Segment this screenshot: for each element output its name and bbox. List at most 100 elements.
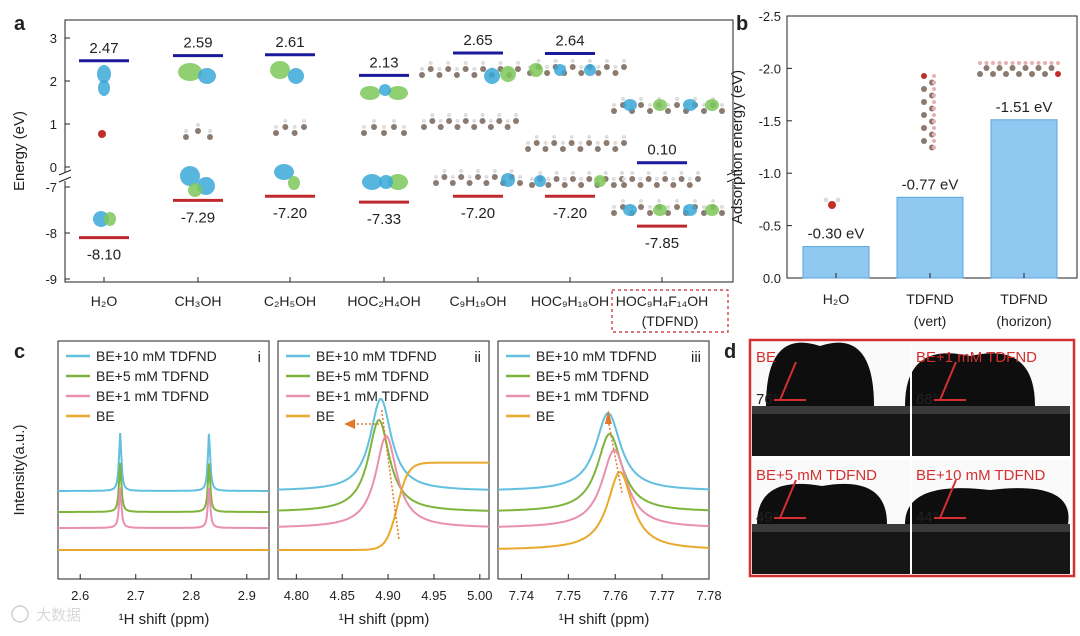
orbital-lobe [623,204,637,216]
atom [420,67,424,71]
atom [195,128,201,134]
atom [534,135,539,139]
atom [702,205,706,209]
watermark-icon [11,605,29,623]
category-sublabel: (vert) [914,313,947,329]
atom [513,118,519,124]
nmr-trace [278,435,489,528]
atom [459,169,464,173]
substrate-edge [912,406,1070,414]
atom [551,140,558,146]
atom [638,204,644,210]
atom [932,100,936,104]
atom [1036,61,1041,65]
atom [653,182,660,188]
atom [569,176,576,182]
axis-break-mark [726,176,740,183]
lumo-value: 2.13 [369,54,398,71]
atom [1022,65,1029,71]
atom [529,182,535,188]
panel-label-d: d [724,341,736,363]
orbital-lobe [653,99,667,111]
atom [997,61,1002,65]
orbital-lobe [98,80,110,96]
bar [896,196,964,279]
atom [620,171,624,175]
atom [504,124,511,130]
xtick-label: 7.77 [649,588,674,603]
atom [621,97,625,101]
atom [401,130,407,136]
arrow-head [344,419,356,429]
atom [695,176,701,182]
energy-level-chart: Energy (eV) 3 2 1 0 -7 -8 -9 2.47 -8.10 H₂O 2.59 -7… [11,19,740,333]
atom [696,171,700,175]
atom [921,125,927,131]
atom [996,65,1003,71]
atom [184,129,188,133]
atom [560,141,565,145]
xtick-label: 2.7 [127,588,145,603]
atom [544,70,551,76]
atom [686,182,693,188]
atom [196,123,200,127]
arrow-head [604,410,612,424]
atom [538,171,543,175]
substrate-edge [752,406,910,414]
atom [569,135,574,139]
atom [835,197,841,203]
atom [402,125,406,129]
legend-label: BE+10 mM TDFND [316,348,437,364]
atom [932,93,936,98]
axis-break-gap [60,172,70,181]
legend-label: BE+1 mM TDFND [536,388,649,404]
orbital-lobe [388,86,408,100]
ytick-label: -2.5 [759,9,781,24]
atom [586,176,593,182]
atom [675,199,679,203]
atom [472,67,477,71]
atom [492,169,497,173]
nmr-trace [498,471,709,550]
atom [604,135,609,139]
legend-label: BE+5 mM TDFND [316,368,429,384]
atom [674,204,680,210]
nmr-trace [498,432,710,512]
atom [719,108,725,114]
nmr-trace [278,398,489,491]
atom [497,113,502,117]
nmr-frame-i [57,340,270,580]
ytick-label: -8 [45,226,57,241]
orbital-lobe [554,64,566,76]
atom [613,141,618,145]
legend-label: BE+5 mM TDFND [536,368,649,384]
atom [533,140,540,146]
orbital-lobe [705,204,719,216]
orbital-lobe [500,66,516,82]
atom [675,97,679,101]
atom [823,197,829,203]
ytick-label: 0 [50,160,57,175]
homo-value: -8.10 [87,247,121,264]
atom [610,182,617,188]
substrate [912,524,1070,574]
angle-line [779,361,797,401]
atom [921,73,927,79]
atom [419,72,425,78]
atom [438,119,443,123]
atom [471,72,478,78]
atom [434,175,438,179]
atom [1043,61,1047,65]
atom [1010,61,1015,65]
orbital-lobe [270,61,290,79]
atom [553,59,558,63]
atom [630,171,635,175]
atom [587,171,592,175]
nmr-trace [498,412,709,491]
atom [437,67,442,71]
atom [283,119,288,123]
orbital-lobe [623,99,637,111]
atom [611,177,616,181]
lumo-value: 2.47 [89,40,118,57]
atom [525,146,531,152]
